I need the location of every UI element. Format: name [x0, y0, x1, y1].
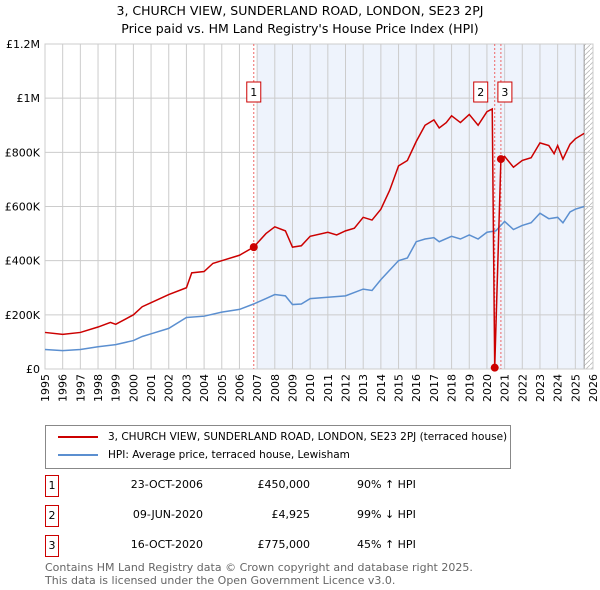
sale-label: 3	[497, 81, 513, 103]
sale-date: 16-OCT-2020	[130, 538, 203, 551]
x-tick-label: 2003	[180, 374, 193, 402]
sale-price: £450,000	[257, 478, 311, 491]
y-tick-label: £0	[26, 363, 40, 376]
chart-title: 3, CHURCH VIEW, SUNDERLAND ROAD, LONDON,…	[116, 3, 484, 18]
sale-marker: 2	[45, 505, 59, 527]
y-tick-label: £200K	[5, 309, 41, 322]
x-tick-label: 2013	[357, 374, 370, 402]
sale-row: 2 09-JUN-2020 £4,925 99% ↓ HPI	[45, 505, 545, 527]
x-tick-label: 2008	[269, 374, 282, 402]
sale-row: 1 23-OCT-2006 £450,000 90% ↑ HPI	[45, 475, 545, 497]
footer: Contains HM Land Registry data © Crown c…	[45, 561, 473, 587]
y-tick-label: £600K	[5, 201, 41, 214]
sale-hpi: 45% ↑ HPI	[357, 538, 416, 551]
x-tick-label: 2017	[428, 374, 441, 402]
sale-marker: 1	[45, 475, 59, 497]
sale-label-text: 2	[477, 86, 484, 99]
x-tick-label: 2000	[127, 374, 140, 402]
legend-swatch-hpi	[58, 454, 98, 456]
sale-label-box	[246, 81, 262, 103]
x-tick-label: 2012	[340, 374, 353, 402]
sale-label-box	[497, 81, 513, 103]
x-tick-label: 1998	[92, 374, 105, 402]
sale-price: £775,000	[257, 538, 311, 551]
plot-border	[44, 43, 594, 370]
y-tick-label: £800K	[5, 146, 41, 159]
x-tick-label: 2022	[516, 374, 529, 402]
sale-hpi: 90% ↑ HPI	[357, 478, 416, 491]
x-tick-label: 2021	[499, 374, 512, 402]
sale-point	[249, 243, 258, 252]
x-tick-label: 2009	[286, 374, 299, 402]
x-tick-label: 2010	[304, 374, 317, 402]
x-tick-label: 2023	[534, 374, 547, 402]
sale-label: 1	[246, 81, 262, 103]
sale-marker: 3	[45, 535, 59, 557]
legend-hpi: HPI: Average price, terraced house, Lewi…	[108, 449, 350, 461]
sale-label-text: 1	[250, 86, 257, 99]
property-line	[44, 107, 585, 368]
x-tick-label: 2025	[569, 374, 582, 402]
footer-line2: This data is licensed under the Open Gov…	[45, 574, 396, 587]
x-tick-label: 2005	[216, 374, 229, 402]
x-tick-label: 1999	[110, 374, 123, 402]
x-tick-label: 1995	[39, 374, 52, 402]
x-tick-label: 2016	[410, 374, 423, 402]
x-tick-label: 2018	[446, 374, 459, 402]
x-tick-label: 2020	[481, 374, 494, 402]
sale-label-text: 3	[501, 86, 508, 99]
sale-row: 3 16-OCT-2020 £775,000 45% ↑ HPI	[45, 535, 545, 557]
sale-date: 23-OCT-2006	[130, 478, 203, 491]
x-tick-label: 2024	[552, 374, 565, 402]
y-tick-label: £1.2M	[6, 38, 40, 51]
x-tick-label: 2014	[375, 374, 388, 402]
footer-line1: Contains HM Land Registry data © Crown c…	[45, 561, 473, 574]
legend-property: 3, CHURCH VIEW, SUNDERLAND ROAD, LONDON,…	[108, 431, 508, 443]
sale-point	[496, 155, 505, 164]
price-chart: 1995 1996 1997 1998 1999 2000 2001 2002 2003 2004…	[5, 38, 600, 402]
x-tick-label: 2004	[198, 374, 211, 402]
sale-hpi: 99% ↓ HPI	[357, 508, 416, 521]
x-tick-label: 2019	[463, 374, 476, 402]
chart-subtitle: Price paid vs. HM Land Registry's House …	[121, 21, 479, 36]
y-tick-label: £400K	[5, 255, 41, 268]
hpi-line	[44, 205, 585, 352]
sale-label-box	[473, 81, 489, 103]
x-tick-label: 2006	[233, 374, 246, 402]
x-tick-label: 2011	[322, 374, 335, 402]
x-tick-label: 2026	[587, 374, 600, 402]
y-tick-label: £1M	[17, 92, 41, 105]
x-tick-label: 2002	[163, 374, 176, 402]
sale-point	[490, 363, 499, 372]
x-tick-label: 2001	[145, 374, 158, 402]
sale-label: 2	[473, 81, 489, 103]
legend-swatch-property	[58, 436, 98, 438]
x-tick-label: 2007	[251, 374, 264, 402]
x-tick-label: 1996	[57, 374, 70, 402]
sale-price: £4,925	[271, 508, 311, 521]
x-tick-label: 2015	[393, 374, 406, 402]
sale-date: 09-JUN-2020	[132, 508, 203, 521]
legend: 3, CHURCH VIEW, SUNDERLAND ROAD, LONDON,…	[45, 425, 511, 469]
x-tick-label: 1997	[74, 374, 87, 402]
